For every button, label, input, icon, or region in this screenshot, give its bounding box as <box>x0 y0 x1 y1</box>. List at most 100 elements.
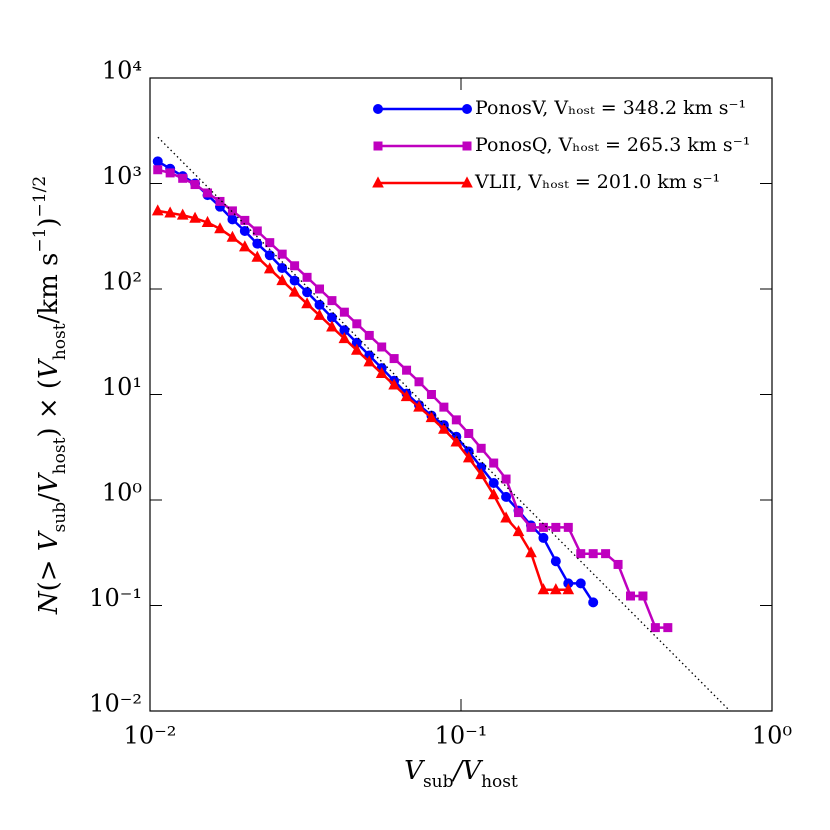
marker <box>239 225 250 236</box>
y-tick-label: 10⁻² <box>89 690 142 718</box>
marker <box>239 240 251 252</box>
marker <box>414 377 424 387</box>
marker <box>290 261 300 271</box>
marker <box>550 583 562 595</box>
y-tick-label: 10⁰ <box>102 479 142 507</box>
marker <box>626 591 636 601</box>
marker <box>373 104 383 114</box>
marker <box>289 275 300 286</box>
y-tick-label: 10¹ <box>102 373 142 401</box>
marker <box>588 597 599 608</box>
marker <box>389 354 399 364</box>
marker <box>551 522 561 532</box>
marker <box>576 549 586 559</box>
marker <box>550 556 561 567</box>
y-axis-label: N(> Vsub/Vhost) × (Vhost/km s−1)−1/2 <box>30 176 70 615</box>
marker <box>402 365 412 375</box>
y-tick-label: 10⁴ <box>102 57 142 85</box>
x-tick-label: 10⁰ <box>752 722 792 750</box>
marker <box>265 238 275 248</box>
marker <box>203 188 213 198</box>
marker <box>288 285 301 297</box>
marker <box>588 549 598 559</box>
marker <box>501 474 511 484</box>
x-tick-label: 10⁻² <box>124 722 177 750</box>
marker <box>538 532 549 543</box>
marker <box>151 204 164 216</box>
marker <box>377 342 387 352</box>
marker <box>350 343 363 355</box>
marker <box>215 196 225 206</box>
marker <box>462 451 475 463</box>
marker <box>487 488 500 500</box>
legend-label: PonosQ, Vₕₒₛₜ = 265.3 km s⁻¹ <box>475 134 750 156</box>
reference-line <box>157 136 731 712</box>
marker <box>363 355 376 367</box>
marker <box>352 319 362 329</box>
marker <box>476 443 486 453</box>
marker <box>226 230 239 242</box>
marker <box>302 272 312 282</box>
series-line <box>157 209 569 592</box>
marker <box>165 168 175 178</box>
marker <box>252 226 262 236</box>
marker <box>464 428 474 438</box>
marker <box>152 156 163 167</box>
marker <box>562 583 575 595</box>
marker <box>461 176 473 188</box>
marker <box>276 274 289 286</box>
marker <box>526 522 536 532</box>
marker <box>601 549 611 559</box>
y-tick-label: 10³ <box>102 162 142 190</box>
marker <box>638 591 648 601</box>
marker <box>252 238 263 249</box>
marker <box>563 522 573 532</box>
marker <box>313 308 326 320</box>
marker <box>538 522 548 532</box>
marker <box>302 287 313 298</box>
marker <box>314 299 325 310</box>
marker <box>450 435 463 447</box>
marker <box>178 173 188 183</box>
marker <box>388 378 400 390</box>
marker <box>263 262 276 274</box>
marker <box>264 250 275 261</box>
marker <box>613 559 623 569</box>
marker <box>438 422 450 434</box>
legend-label: VLII, Vₕₒₛₜ = 201.0 km s⁻¹ <box>474 171 720 193</box>
marker <box>251 250 264 262</box>
marker <box>326 320 338 332</box>
marker <box>488 477 499 488</box>
y-tick-label: 10⁻¹ <box>89 584 142 612</box>
x-axis-label: Vsub/Vhost <box>404 756 518 792</box>
marker <box>339 307 349 317</box>
marker <box>426 390 436 399</box>
marker <box>462 141 472 151</box>
marker <box>439 402 449 412</box>
marker <box>338 331 351 344</box>
marker <box>164 206 176 218</box>
marker <box>315 284 325 294</box>
marker <box>500 511 512 523</box>
marker <box>489 458 499 468</box>
marker <box>176 208 189 220</box>
marker <box>277 249 287 259</box>
marker <box>277 263 288 274</box>
marker <box>201 215 214 227</box>
marker <box>462 104 472 114</box>
marker <box>525 546 537 558</box>
marker <box>475 468 487 480</box>
marker <box>301 297 313 309</box>
x-tick-label: 10⁻¹ <box>435 722 488 750</box>
marker <box>512 525 525 537</box>
marker <box>189 211 201 223</box>
marker <box>327 296 337 306</box>
marker <box>413 400 425 412</box>
marker <box>214 222 226 234</box>
marker <box>514 508 524 518</box>
plot-area <box>151 136 731 712</box>
marker <box>575 578 586 589</box>
marker <box>240 215 250 225</box>
